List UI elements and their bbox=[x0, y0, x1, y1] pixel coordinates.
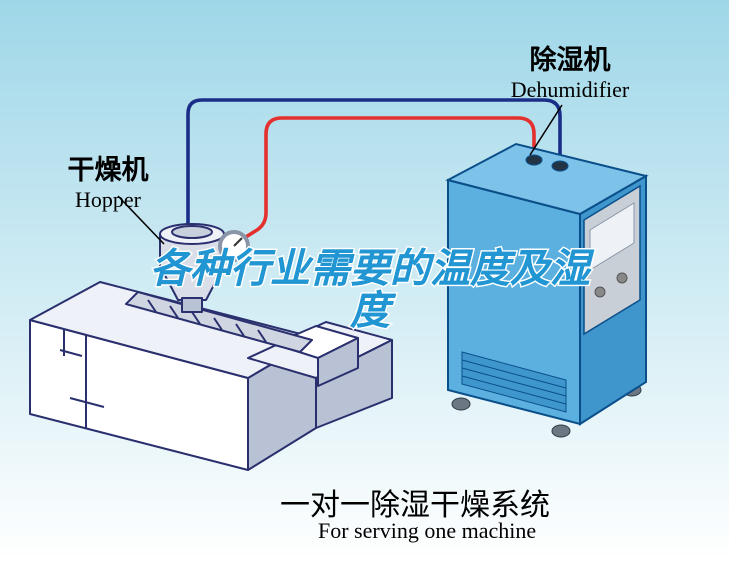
title-en: For serving one machine bbox=[318, 518, 536, 544]
hopper-label-en: Hopper bbox=[28, 187, 188, 213]
dehumidifier-label-cn: 除湿机 bbox=[460, 38, 680, 77]
hopper-label-cn: 干燥机 bbox=[28, 148, 188, 187]
overlay-text: 各种行业需要的温度及湿度 各种行业需要的温度及湿度 bbox=[70, 248, 670, 332]
hopper-label: 干燥机 Hopper bbox=[28, 148, 188, 213]
diagram-canvas: 干燥机 Hopper 除湿机 Dehumidifier 一对一除湿干燥系统 Fo… bbox=[0, 0, 729, 561]
dehumidifier-label-en: Dehumidifier bbox=[460, 77, 680, 103]
dehumidifier-label: 除湿机 Dehumidifier bbox=[460, 38, 680, 103]
